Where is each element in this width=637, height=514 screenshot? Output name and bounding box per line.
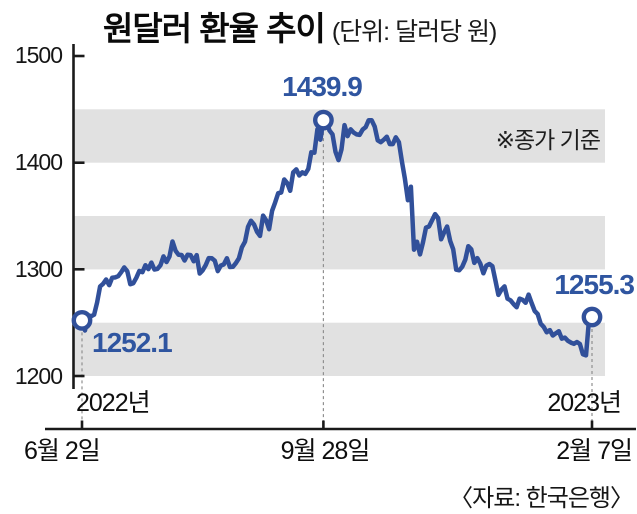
chart-title: 원달러 환율 추이: [103, 10, 326, 47]
chart-unit-label: (단위: 달러당 원): [331, 18, 497, 46]
end-value-label: 1255.3: [554, 269, 635, 300]
x-axis-label-start: 6월 2일: [24, 437, 101, 465]
y-axis-label-1200: 1200: [14, 363, 63, 389]
end-point-marker: [581, 306, 603, 328]
source-credit: 〈자료: 한국은행〉: [449, 485, 634, 512]
band-1200-1250: [73, 322, 605, 376]
y-axis-label-1500: 1500: [14, 42, 63, 68]
start-value-label: 1252.1: [92, 327, 173, 358]
exchange-rate-line: [72, 117, 595, 358]
x-axis-label-peak: 9월 28일: [280, 437, 371, 465]
chart-header: 원달러 환율 추이 (단위: 달러당 원): [0, 2, 637, 50]
peak-value-label: 1439.9: [282, 71, 363, 102]
year-label-2022: 2022년: [76, 389, 151, 417]
y-axis-label-1300: 1300: [14, 256, 63, 282]
peak-point-marker: [312, 109, 334, 131]
x-axis-label-end: 2월 7일: [556, 437, 633, 465]
closing-price-note: ※종가 기준: [495, 127, 601, 153]
y-axis-label-1400: 1400: [14, 149, 63, 175]
year-label-2023: 2023년: [547, 389, 622, 417]
start-point-marker: [71, 309, 93, 331]
